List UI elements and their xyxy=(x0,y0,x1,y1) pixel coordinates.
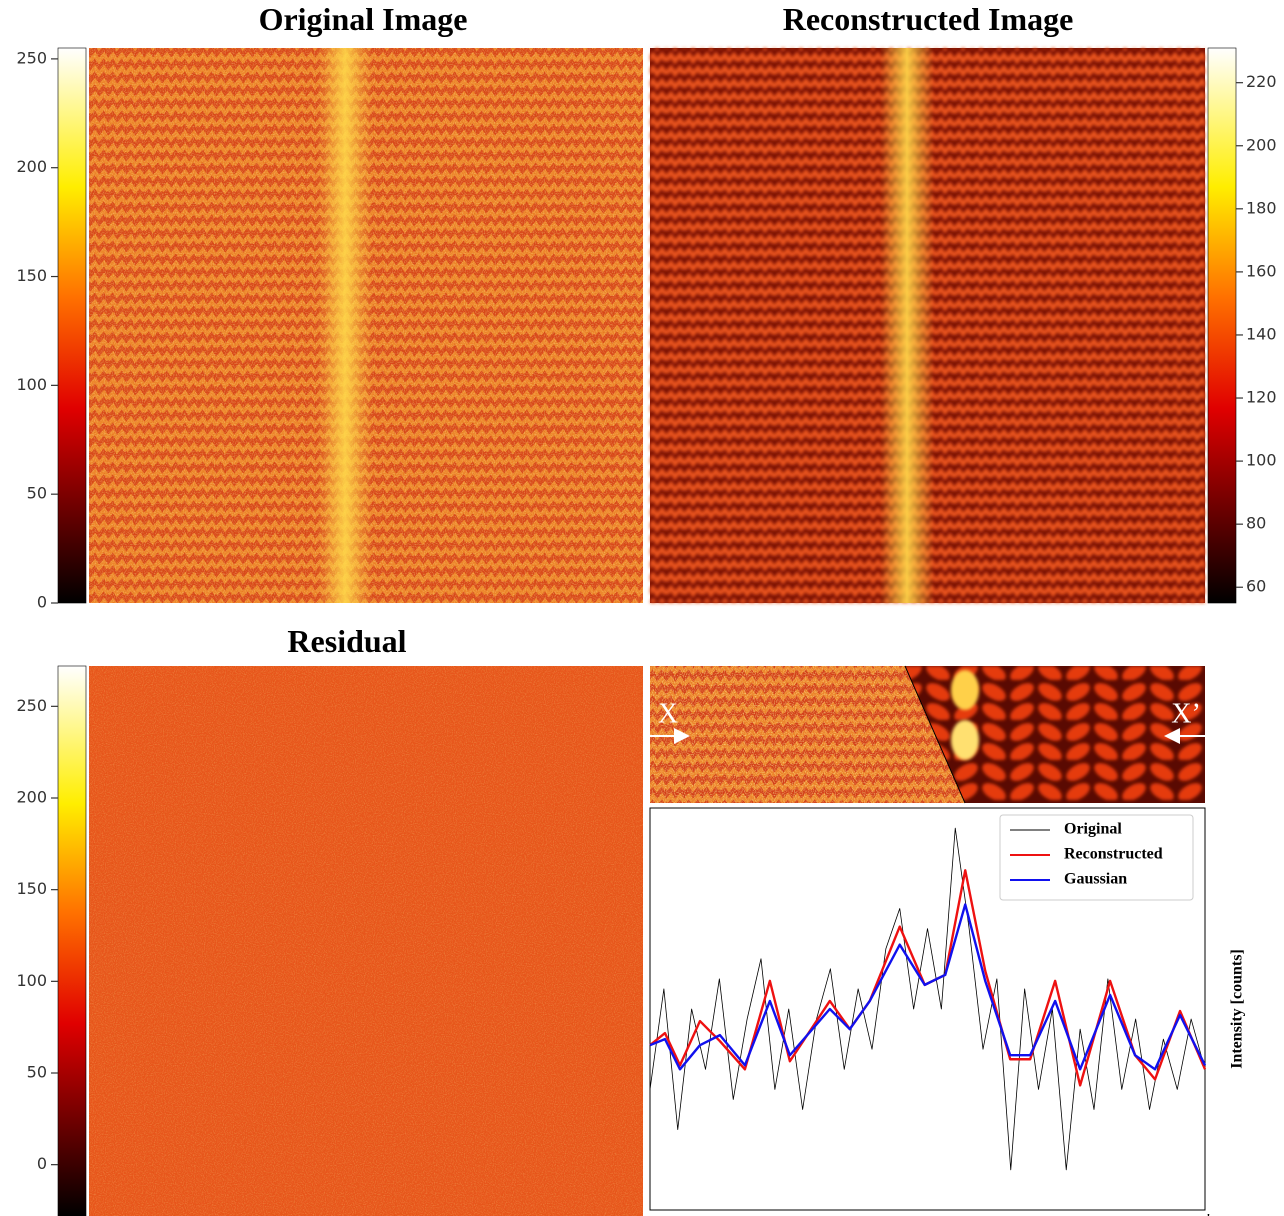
series-line xyxy=(649,827,1206,1171)
original-image xyxy=(89,48,643,603)
colorbar-tick-label: 50 xyxy=(27,484,47,503)
colorbar xyxy=(57,665,87,1216)
colorbar-tick-label: 250 xyxy=(16,48,47,67)
panel-title: Original Image xyxy=(259,1,468,37)
colorbar-tick-label: 100 xyxy=(16,971,47,990)
colorbar-tick-label: 200 xyxy=(16,157,47,176)
colorbar-tick-label: 160 xyxy=(1246,261,1277,280)
reconstructed-image xyxy=(650,48,1205,603)
panel-title: Reconstructed Image xyxy=(783,1,1074,37)
colorbar xyxy=(57,47,87,604)
inset-image xyxy=(650,665,1205,804)
colorbar-tick-label: 0 xyxy=(37,593,47,612)
annotation: X xyxy=(658,698,678,729)
colorbar-tick-label: 80 xyxy=(1246,514,1266,533)
panel-title: Residual xyxy=(287,623,406,659)
colorbar-tick-label: 100 xyxy=(1246,451,1277,470)
legend-label: Original xyxy=(1064,821,1122,838)
colorbar-tick-label: 100 xyxy=(16,375,47,394)
x-tick-label: x xyxy=(647,1212,654,1216)
annotation: X’ xyxy=(1171,698,1201,729)
y-axis-label: Intensity [counts] xyxy=(1229,949,1246,1069)
colorbar-tick-label: 140 xyxy=(1246,324,1277,343)
colorbar-tick-label: 180 xyxy=(1246,198,1277,217)
colorbar-tick-label: 150 xyxy=(16,879,47,898)
colorbar-tick-label: 200 xyxy=(16,788,47,807)
colorbar-tick-label: 200 xyxy=(1246,135,1277,154)
colorbar-tick-label: 120 xyxy=(1246,388,1277,407)
legend-label: Gaussian xyxy=(1064,871,1127,888)
colorbar xyxy=(1207,47,1237,604)
colorbar-tick-label: 250 xyxy=(16,696,47,715)
colorbar-tick-label: 220 xyxy=(1246,72,1277,91)
legend-label: Reconstructed xyxy=(1064,846,1163,863)
colorbar-tick-label: 50 xyxy=(27,1063,47,1082)
colorbar-tick-label: 60 xyxy=(1246,577,1266,596)
colorbar-tick-label: 0 xyxy=(37,1154,47,1173)
series-line xyxy=(649,903,1207,1071)
x-tick-label: x' xyxy=(1200,1212,1211,1216)
residual-image xyxy=(89,666,643,1216)
colorbar-tick-label: 150 xyxy=(16,266,47,285)
legend-box xyxy=(999,814,1194,901)
